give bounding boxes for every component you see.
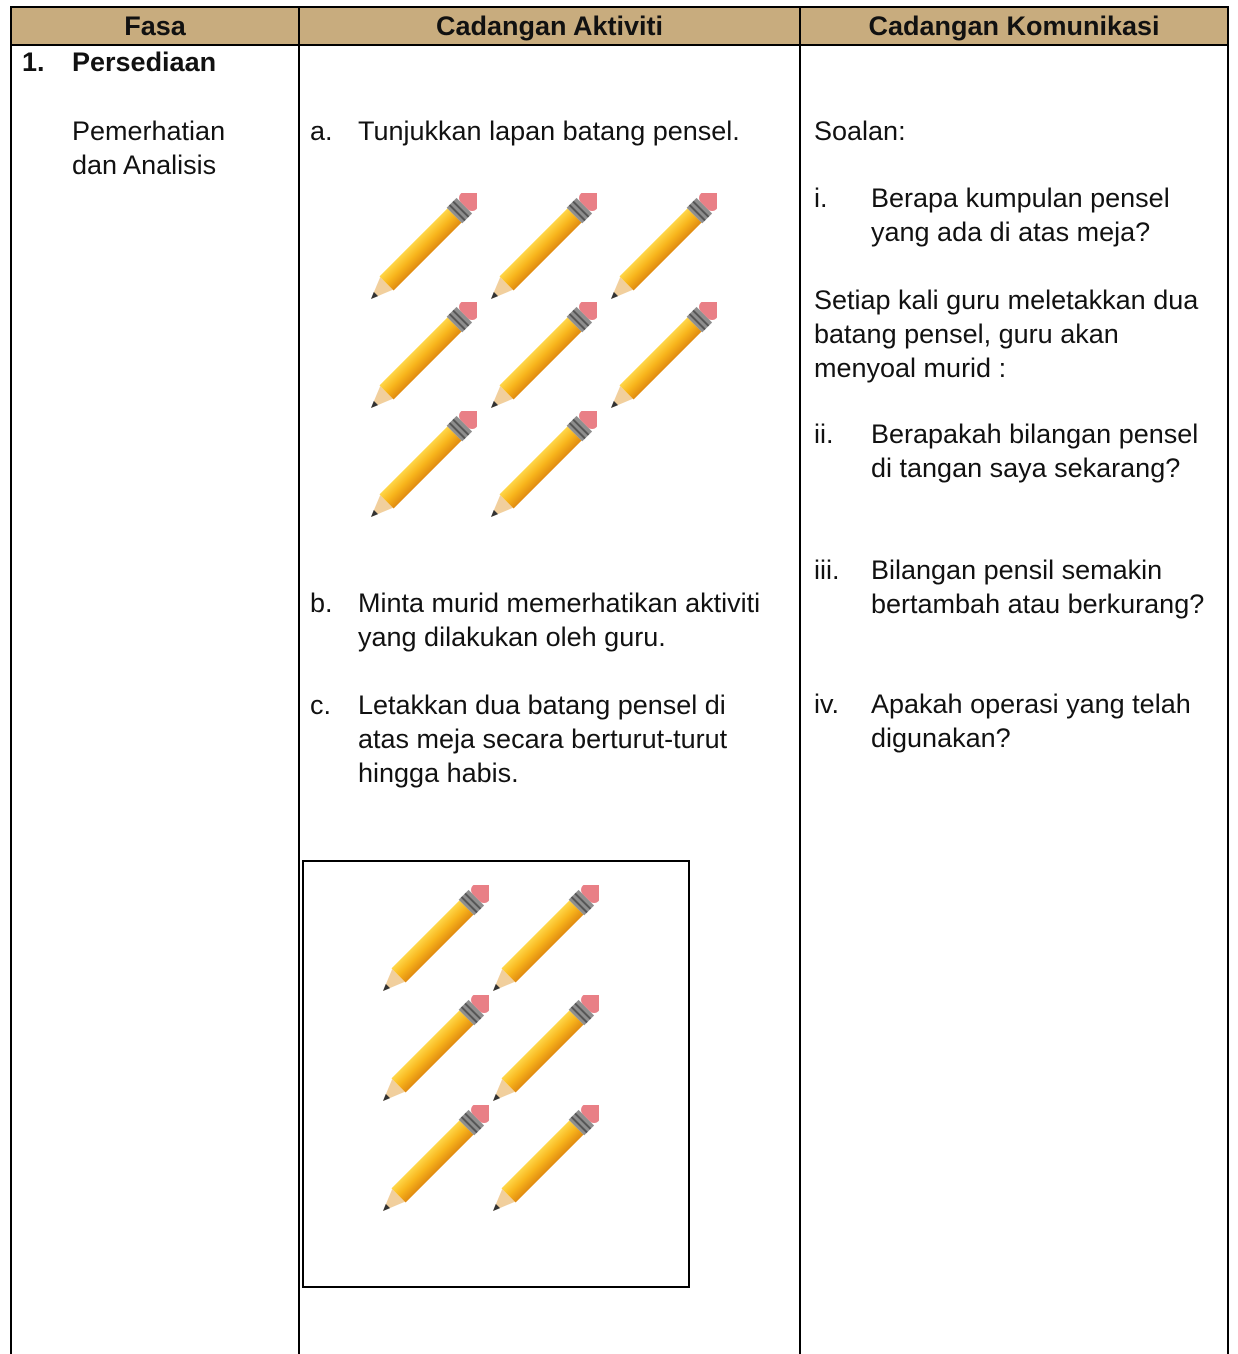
list-marker: c. [310,690,332,720]
pencil-icon [485,411,597,523]
table-border [10,6,12,1354]
pencil-icon [485,302,597,414]
pencil-icon [485,193,597,305]
list-marker: b. [310,588,333,618]
activity-text: Minta murid memerhatikan aktiviti yang d… [358,588,761,652]
communication-intro: Soalan: [814,116,906,146]
pencil-icon [365,302,477,414]
activity-text: Tunjukkan lapan batang pensel. [358,116,740,146]
list-marker: iii. [814,555,840,585]
phase-subtitle: Pemerhatian dan Analisis [72,116,226,180]
question-text: Apakah operasi yang telah digunakan? [871,689,1191,753]
header-cell: Cadangan Aktiviti [435,11,664,41]
pencil-icon [365,193,477,305]
question-text: Berapa kumpulan pensel yang ada di atas … [871,183,1170,247]
activity-text: Letakkan dua batang pensel di atas meja … [358,690,728,788]
table-border [1227,6,1229,1354]
header-cell: Cadangan Komunikasi [868,11,1160,41]
header-cell: Fasa [124,11,186,41]
image-frame [302,860,690,1288]
column-rule [799,6,801,1354]
pencil-icon [365,411,477,523]
phase-title: Persediaan [72,47,217,77]
list-marker: ii. [814,419,834,449]
list-marker: a. [310,116,333,146]
list-marker: iv. [814,689,839,719]
pencil-icon [605,193,717,305]
pencil-icon [605,302,717,414]
question-text: Berapakah bilangan pensel di tangan saya… [871,419,1199,483]
column-rule [298,6,300,1354]
table-border [10,6,1228,8]
header-rule [10,44,1228,46]
header-bg [10,6,1228,44]
list-marker: i. [814,183,828,213]
question-text: Bilangan pensil semakin bertambah atau b… [871,555,1205,619]
phase-number: 1. [22,47,45,77]
communication-interlude: Setiap kali guru meletakkan dua batang p… [814,285,1199,383]
